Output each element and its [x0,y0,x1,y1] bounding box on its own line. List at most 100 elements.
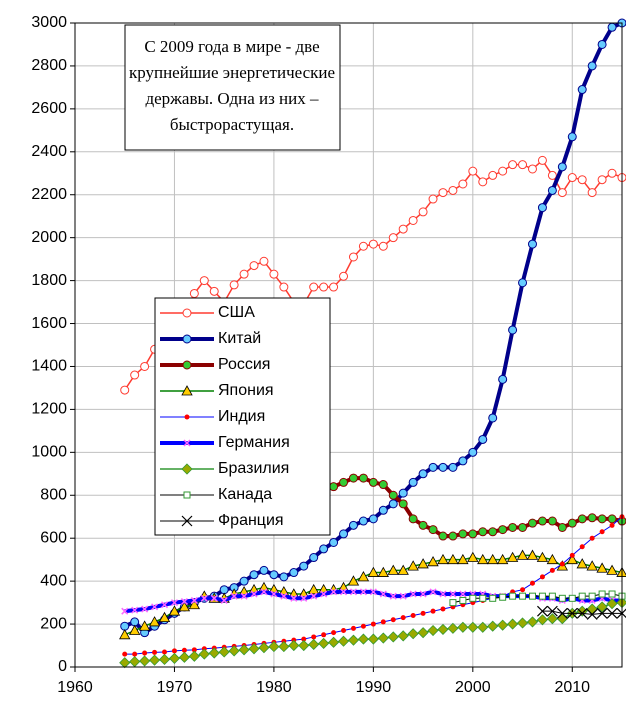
marker [279,572,289,582]
marker [576,558,588,569]
marker [387,564,399,575]
marker [119,657,131,669]
legend-marker [183,439,191,447]
marker [508,522,518,532]
marker [449,599,457,607]
marker [368,477,378,487]
legend-marker [183,491,191,499]
marker [478,434,488,444]
marker [606,564,618,575]
y-tick-label: 0 [58,658,67,675]
marker [588,592,596,600]
y-tick-label: 1200 [31,401,67,418]
marker [440,606,446,612]
marker [538,592,546,600]
marker [188,650,200,662]
marker [599,529,605,535]
marker [498,166,508,176]
marker [499,593,507,601]
marker [568,594,576,602]
marker [397,630,409,642]
marker [537,605,548,617]
marker [586,603,598,615]
y-tick-label: 1800 [31,272,67,289]
marker [576,605,588,617]
marker [559,561,565,567]
marker [547,516,557,526]
y-tick-label: 1600 [31,315,67,332]
marker [547,170,557,180]
marker [478,177,488,187]
marker [130,370,140,380]
marker [148,654,161,666]
marker [311,634,317,640]
marker [328,636,340,648]
marker [587,188,597,198]
marker [467,551,479,562]
y-tick-label: 400 [40,572,67,589]
legend-marker [182,334,192,344]
marker [428,525,438,535]
annotation: С 2009 года в мире - две крупнейшие энерг… [129,37,335,134]
axes: 0 200 400 600 800 1000 1200 1400 1600 1800 2000 220… [31,14,590,696]
marker [190,596,198,604]
marker [596,562,608,573]
marker [390,617,396,623]
y-tick-label: 2600 [31,100,67,117]
marker [230,592,238,600]
marker [577,85,587,95]
marker [607,514,617,524]
marker [459,596,467,604]
marker [458,456,468,466]
legend-marker [181,385,193,396]
marker [301,636,307,642]
marker [417,627,429,639]
marker [518,160,528,170]
marker [536,551,549,562]
legend-label: Россия [218,356,270,373]
marker [358,241,368,251]
legend-label: Германия [218,434,290,451]
marker [139,655,151,667]
series [319,473,626,541]
marker [520,587,526,593]
marker [347,634,360,646]
marker [438,462,448,472]
marker [349,588,358,596]
marker [586,560,598,571]
marker [427,555,439,567]
y-tick-label: 2400 [31,143,67,160]
marker [162,649,168,655]
marker [320,590,328,598]
marker [556,607,568,619]
marker [537,516,547,526]
marker [168,605,181,616]
marker [120,385,130,395]
marker [498,374,508,384]
marker [448,185,458,195]
marker [556,613,568,625]
marker [250,590,258,598]
marker [380,619,386,625]
marker [537,203,547,213]
marker [418,207,428,217]
marker [527,239,537,249]
marker [388,499,398,509]
marker [200,594,208,602]
legend-label: Япония [218,382,274,399]
marker [318,637,330,649]
marker [398,224,408,234]
marker [477,621,489,633]
marker [447,553,459,565]
marker [378,480,388,490]
marker [410,612,416,618]
marker [606,598,618,610]
marker [546,553,559,565]
marker [358,473,368,483]
marker [586,608,598,620]
marker [319,282,329,292]
marker [407,628,419,640]
marker [527,164,537,174]
marker [577,514,587,524]
